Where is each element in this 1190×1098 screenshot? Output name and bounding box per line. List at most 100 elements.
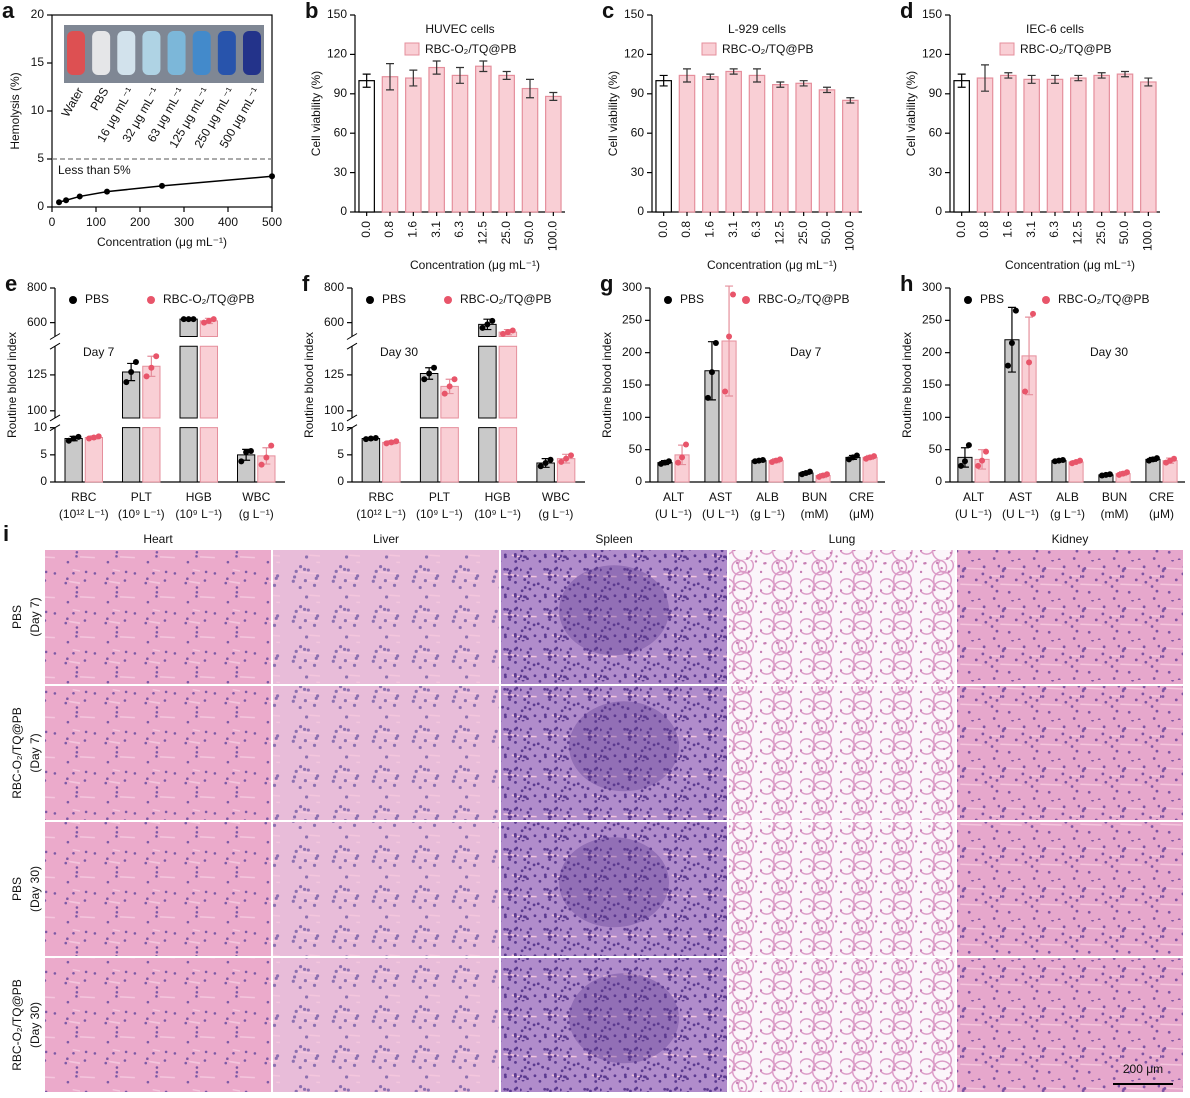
row-label: (Day 7) [28, 733, 42, 772]
x-axis-label: Concentration (μg mL⁻¹) [97, 235, 227, 249]
bar [1140, 81, 1157, 213]
panel-letter: b [305, 0, 318, 23]
bar [1000, 74, 1017, 213]
data-point [367, 435, 374, 442]
error-bar [1074, 74, 1083, 82]
histology-image [729, 822, 955, 956]
axis-break [346, 414, 358, 422]
y-tick-label: 50 [929, 442, 943, 456]
category-unit: (mM) [801, 507, 829, 521]
legend-label: RBC-O₂/TQ@PB [722, 42, 814, 56]
bar [179, 318, 198, 483]
x-tick-label: 6.3 [1047, 221, 1061, 238]
bar [521, 87, 539, 213]
data-point [853, 452, 860, 459]
y-tick-label: 100 [922, 410, 942, 424]
data-point [263, 454, 270, 461]
data-point [393, 438, 400, 445]
category-unit: (μM) [849, 507, 874, 521]
row-label: RBC-O₂/TQ@PB [10, 979, 24, 1071]
data-point [190, 316, 197, 323]
data-point [806, 468, 813, 475]
row-label: PBS [10, 605, 24, 629]
histology-image [501, 958, 727, 1092]
annotation: Day 30 [1090, 345, 1128, 359]
y-tick-label: 125 [324, 367, 344, 381]
data-point [70, 435, 77, 442]
x-tick-label: 0.8 [679, 221, 693, 238]
bar [862, 456, 878, 483]
data-point [679, 454, 686, 461]
data-point [665, 458, 672, 465]
data-point [446, 383, 453, 390]
y-tick-label: 0 [935, 204, 942, 218]
y-tick-label: 150 [922, 377, 942, 391]
data-point [201, 319, 208, 326]
data-point [185, 316, 192, 323]
data-point [982, 448, 989, 455]
annotation: Day 7 [83, 345, 115, 359]
panel-letter: c [602, 0, 614, 23]
x-tick-label: 300 [174, 215, 194, 229]
y-tick-label: 30 [334, 165, 348, 179]
x-axis-label: Concentration (μg mL⁻¹) [1005, 258, 1135, 272]
panel-letter: f [302, 271, 310, 296]
legend-label: RBC-O₂/TQ@PB [460, 292, 552, 306]
data-point [143, 373, 150, 380]
error-bar [957, 73, 966, 88]
data-point [1012, 307, 1019, 314]
y-tick-label: 300 [922, 280, 942, 294]
bar [419, 372, 439, 483]
y-axis-label: Routine blood index [302, 332, 316, 438]
bar [142, 365, 161, 483]
bar [842, 99, 859, 213]
y-tick-label: 600 [27, 315, 47, 329]
bar [1116, 73, 1134, 213]
data-point [123, 379, 130, 386]
data-point [1123, 469, 1130, 476]
y-tick-label: 30 [929, 165, 943, 179]
y-tick-label: 800 [27, 280, 47, 294]
histology-image [501, 550, 727, 684]
x-tick-label: BUN [802, 490, 827, 504]
data-point [823, 471, 830, 478]
bar [768, 460, 784, 483]
data-point [86, 435, 93, 442]
data-point [75, 433, 82, 440]
error-bar [386, 62, 394, 91]
data-point [205, 317, 212, 324]
x-tick-label: RBC [368, 490, 394, 504]
y-axis-label: Routine blood index [900, 332, 914, 438]
chart-title: HUVEC cells [425, 22, 494, 36]
data-point [1059, 457, 1066, 464]
error-bar [549, 91, 558, 101]
error-bar [1144, 77, 1153, 87]
bar [1162, 460, 1178, 483]
data-point [148, 364, 155, 371]
bar [1046, 78, 1064, 213]
category-unit: (U L⁻¹) [655, 507, 692, 521]
y-tick-label: 150 [624, 7, 644, 21]
data-point [65, 437, 72, 444]
tube [67, 31, 85, 75]
y-tick-label: 150 [922, 7, 942, 21]
data-point [247, 448, 254, 455]
row-label: (Day 7) [28, 597, 42, 636]
panel-letter: a [2, 0, 15, 23]
x-tick-label: BUN [1102, 490, 1127, 504]
data-point [159, 182, 165, 189]
x-tick-label: CRE [849, 490, 874, 504]
x-tick-label: 12.5 [1071, 221, 1085, 245]
x-tick-label: HGB [485, 490, 511, 504]
legend-marker [964, 296, 972, 304]
histology-image [273, 686, 499, 820]
y-tick-label: 0 [37, 199, 44, 213]
legend-swatch [999, 42, 1015, 56]
x-tick-label: 1.6 [406, 221, 420, 238]
bar [1004, 339, 1020, 483]
bar [122, 371, 141, 483]
y-tick-label: 10 [34, 420, 48, 434]
y-tick-label: 250 [622, 313, 642, 327]
x-tick-label: AST [709, 490, 733, 504]
x-tick-label: 0.8 [382, 221, 396, 238]
